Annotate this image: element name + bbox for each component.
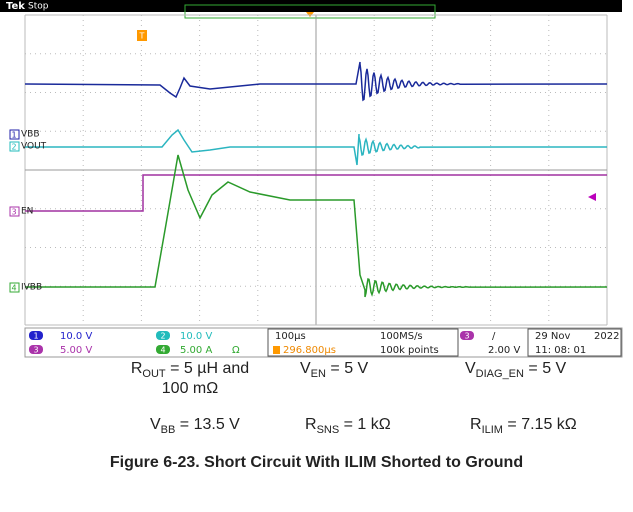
time: 11: 08: 01 [535,345,586,356]
waveforms [24,61,608,298]
waveform [25,154,608,298]
condition: RSNS = 1 kΩ [305,416,391,436]
ch-number: 3 [11,208,16,217]
trigger-channel: 3 [464,332,469,341]
ch-badge [29,331,43,340]
trigger-marker: T [139,32,145,41]
trigger-slope: / [492,331,496,342]
ch-box [9,129,20,140]
text: = 13.5 V [175,416,240,433]
status: Stop [28,2,49,12]
ch-number: 2 [11,143,16,152]
trigger-level: 2.00 V [488,345,520,356]
record-bracket [184,4,436,19]
waveform [24,61,608,102]
readout: 1 10.0 V 3 5.00 V 2 10.0 V 4 5.00 A Ω 10… [24,327,623,358]
date-box [527,328,622,357]
subscript: OUT [142,368,166,381]
subscript: SNS [316,424,340,437]
text: = 5 µH and 100 mΩ [161,360,250,398]
ch-label: VOUT [21,142,47,152]
ch-number: 1 [33,332,38,341]
ch4-unit: Ω [232,345,240,356]
symbol: R [470,416,482,433]
condition: ROUT = 5 µH and 100 mΩ [120,360,260,398]
top-bar [0,0,622,12]
channel-labels: 1 VBB 2 VOUT 3 EN 4 IVBB [9,129,47,293]
ch-number: 4 [160,346,165,355]
condition: VBB = 13.5 V [150,416,240,436]
text: = 5 V [325,360,369,377]
ch-box [9,141,20,152]
ch-box [9,282,20,293]
condition: VEN = 5 V [300,360,368,380]
ch-box [9,206,20,217]
ch-badge [460,331,474,340]
trigger-icon [137,30,147,41]
readout-bg [24,327,623,358]
ch-badge [29,345,43,354]
delay-icon [273,346,280,354]
condition: VDIAG_EN = 5 V [465,360,566,380]
text: = 5 V [523,360,567,377]
delay: 296.800µs [283,345,336,356]
symbol: V [150,416,161,433]
ch3-scale: 5.00 V [60,345,92,356]
waveform [25,174,607,212]
condition: RILIM = 7.15 kΩ [470,416,577,436]
record: 100k points [380,345,439,356]
time-box [267,328,459,357]
ch-number: 1 [11,131,16,140]
date: 29 Nov [535,331,571,342]
scope-screen: Tek Stop T 1 VBB 2 VOUT 3 EN 4 IVBB 1 10… [0,0,623,358]
figure-caption: Figure 6-23. Short Circuit With ILIM Sho… [109,454,524,471]
text: = 7.15 kΩ [502,416,577,433]
text: = 1 kΩ [339,416,391,433]
symbol: R [130,360,143,377]
level-arrow [588,193,596,201]
graticule [24,14,608,326]
ch-label: EN [21,207,33,217]
ch-number: 4 [11,284,16,293]
subscript: ILIM [481,424,503,437]
subscript: DIAG_EN [475,368,524,381]
ch-badge [156,345,170,354]
ch-badge [156,331,170,340]
subscript: EN [310,368,326,381]
ch1-scale: 10.0 V [60,331,92,342]
ch-label: VBB [21,130,40,140]
brand: Tek [6,1,25,12]
ch-number: 2 [160,332,165,341]
symbol: V [300,360,311,377]
subscript: BB [160,424,176,437]
sample-rate: 100MS/s [380,331,423,342]
symbol: R [305,416,317,433]
year: 2022 [594,331,619,342]
screen-bg [0,0,622,357]
ch-number: 3 [33,346,38,355]
ch2-scale: 10.0 V [180,331,212,342]
ch-label: IVBB [21,283,42,293]
ch4-scale: 5.00 A [180,345,212,356]
timebase: 100µs [275,331,306,342]
symbol: V [465,360,476,377]
waveform [25,128,608,166]
